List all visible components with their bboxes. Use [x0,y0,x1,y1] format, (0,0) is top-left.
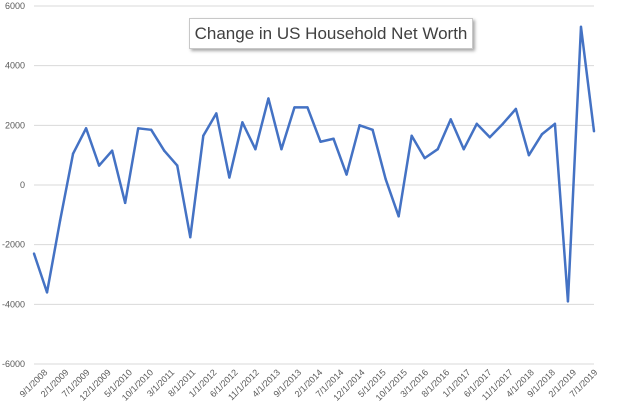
data-point [332,137,335,140]
data-point [123,201,127,205]
data-point [475,122,478,126]
data-point [241,121,244,124]
data-point [319,140,322,143]
data-point [136,127,140,130]
data-point [110,149,114,152]
data-point [306,106,309,109]
data-point [293,106,296,109]
data-point [384,177,387,181]
y-tick-label: 6000 [5,1,25,11]
data-point [254,148,257,151]
data-point [397,215,400,218]
data-point [514,107,518,111]
data-point [345,173,348,176]
data-point [527,153,531,157]
series-line [32,25,596,303]
data-point [71,152,75,155]
data-point [410,134,413,137]
data-point [449,118,452,121]
data-point [84,127,88,130]
data-point [58,219,62,222]
data-point [176,164,179,167]
data-point [267,97,270,100]
data-point [488,136,492,139]
gridlines [34,5,594,365]
data-point [228,176,231,179]
data-point [579,25,583,29]
data-point [45,291,49,294]
data-point [540,133,544,136]
y-tick-label: -6000 [2,359,25,369]
data-point [358,124,361,127]
data-point [215,112,218,115]
data-point [423,156,426,160]
chart-title-box: Change in US Household Net Worth [189,18,473,49]
y-tick-label: 0 [20,180,25,190]
y-tick-label: -2000 [2,240,25,250]
data-point [280,148,283,151]
data-point [202,134,205,137]
data-point [462,148,465,151]
y-tick-label: 2000 [5,120,25,130]
y-axis: -6000 -4000 -2000 0 2000 4000 6000 [2,1,25,369]
data-point [592,130,596,133]
data-point [436,148,439,151]
data-point [150,128,153,132]
data-point [553,122,557,126]
data-point [97,164,101,167]
data-point [163,149,166,152]
chart-title: Change in US Household Net Worth [194,23,468,43]
x-axis: 9/1/20082/1/20097/1/200912/1/20095/1/201… [18,367,600,402]
data-point [566,300,570,303]
y-tick-label: -4000 [2,299,25,309]
data-point [371,128,374,132]
data-point [32,252,36,255]
data-point [501,122,505,126]
y-tick-label: 4000 [5,61,25,71]
series-group [32,25,596,303]
data-point [189,236,192,239]
